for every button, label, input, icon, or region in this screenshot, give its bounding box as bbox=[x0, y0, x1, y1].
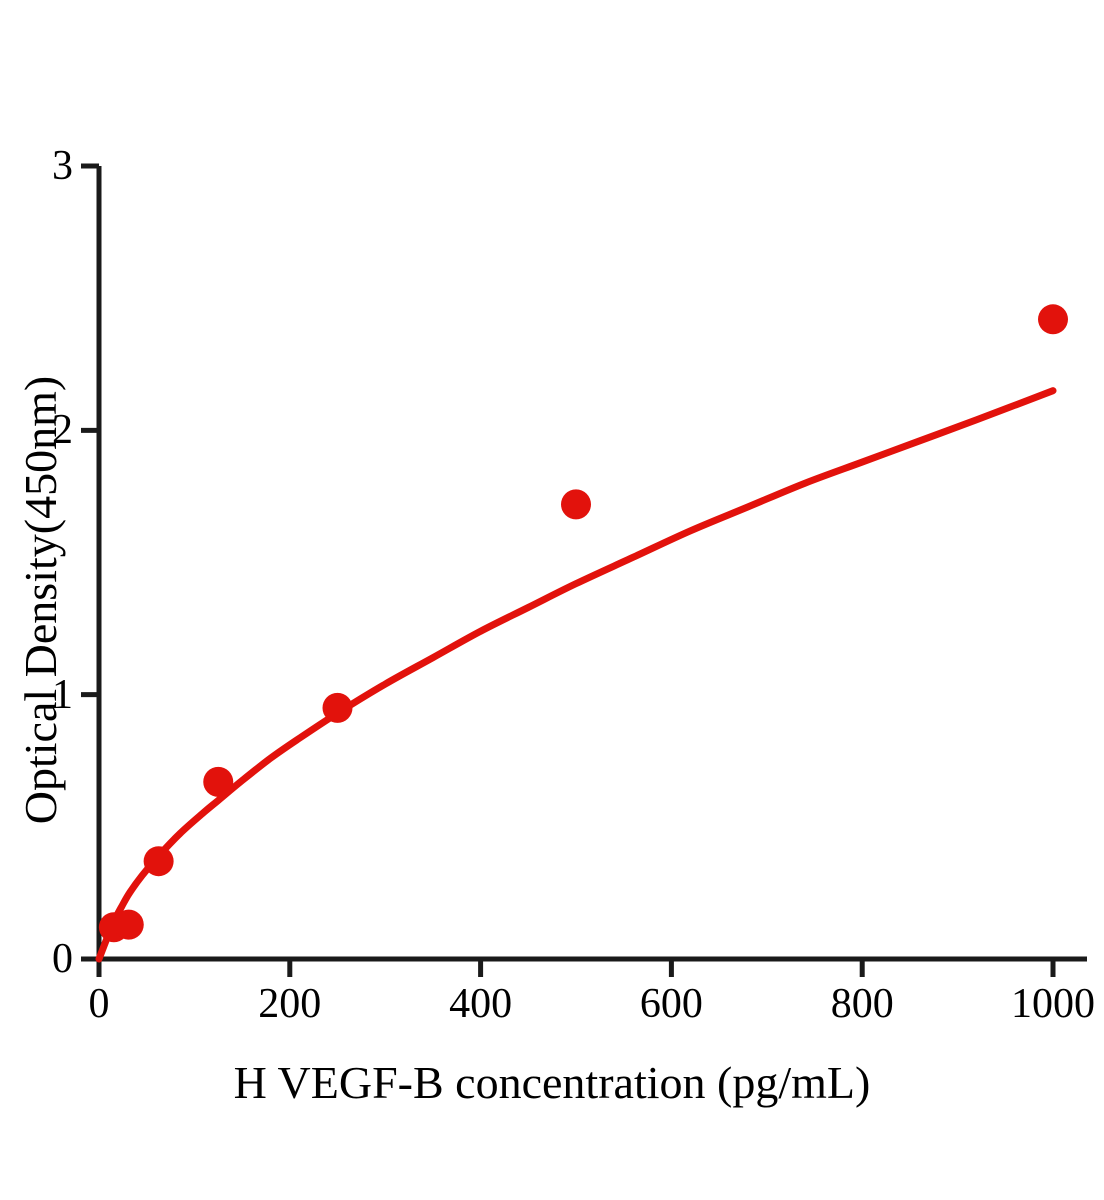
y-axis-tick-label: 0 bbox=[52, 936, 73, 982]
x-axis-tick-label: 1000 bbox=[1011, 981, 1095, 1027]
data-point bbox=[1038, 304, 1068, 335]
standard-curve-line bbox=[95, 387, 1057, 963]
y-axis-ticks bbox=[81, 163, 99, 962]
x-axis-title: H VEGF-B concentration (pg/mL) bbox=[233, 1057, 871, 1108]
data-point bbox=[143, 846, 174, 877]
y-axis-tick-label: 3 bbox=[52, 143, 73, 189]
x-axis-tick-label: 800 bbox=[830, 981, 894, 1027]
data-point bbox=[203, 766, 234, 797]
x-axis-ticks bbox=[96, 959, 1056, 977]
x-axis-tick-label: 0 bbox=[88, 981, 110, 1027]
data-point-markers bbox=[98, 304, 1068, 943]
data-point bbox=[561, 489, 591, 520]
y-axis-title: Optical Density(450nm) bbox=[14, 375, 66, 825]
y-axis-tick-label: 1 bbox=[52, 671, 73, 718]
data-point bbox=[113, 909, 144, 940]
y-axis-title-container: Optical Density(450nm) bbox=[8, 0, 72, 1200]
y-axis-tick-label: 2 bbox=[52, 407, 73, 454]
data-point bbox=[322, 692, 353, 723]
x-axis-tick-label: 200 bbox=[258, 981, 322, 1027]
axes-group bbox=[96, 166, 1087, 962]
x-axis-tick-label: 600 bbox=[639, 981, 703, 1027]
x-axis-tick-label: 400 bbox=[449, 981, 513, 1027]
